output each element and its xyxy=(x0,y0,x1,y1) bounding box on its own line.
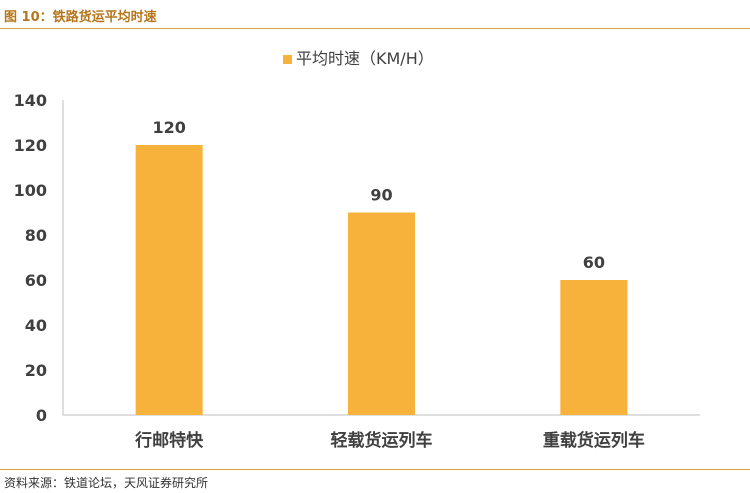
bar xyxy=(135,145,203,415)
bottom-divider xyxy=(0,469,750,470)
y-tick-label: 120 xyxy=(14,136,47,155)
bar-chart: 平均时速（KM/H） 0 20 40 60 80 100 120 140 行邮特快 轻载货运列车… xyxy=(14,49,700,451)
data-labels: 120 90 60 xyxy=(152,118,605,272)
x-axis: 行邮特快 轻载货运列车 重载货运列车 xyxy=(63,414,700,451)
bar-value-label: 90 xyxy=(370,186,392,205)
source-note: 资料来源：铁道论坛，天风证券研究所 xyxy=(4,476,209,490)
y-tick-label: 20 xyxy=(25,361,47,380)
figure-title: 图 10：铁路货运平均时速 xyxy=(4,10,157,25)
top-divider xyxy=(0,28,750,29)
y-tick-label: 40 xyxy=(25,316,47,335)
x-tick-label: 轻载货运列车 xyxy=(331,430,433,451)
y-tick-label: 140 xyxy=(14,91,47,110)
bar xyxy=(348,212,415,415)
bar-value-label: 120 xyxy=(152,118,185,137)
legend-label: 平均时速（KM/H） xyxy=(296,49,434,68)
y-tick-label: 100 xyxy=(14,181,47,200)
y-axis: 0 20 40 60 80 100 120 140 xyxy=(14,91,64,425)
y-tick-label: 0 xyxy=(36,406,47,425)
legend: 平均时速（KM/H） xyxy=(283,49,434,68)
bar-value-label: 60 xyxy=(583,253,605,272)
y-tick-label: 80 xyxy=(25,226,47,245)
legend-swatch xyxy=(283,55,292,64)
y-tick-label: 60 xyxy=(25,271,47,290)
bar xyxy=(560,280,628,415)
bars xyxy=(135,145,628,415)
x-tick-label: 行邮特快 xyxy=(134,430,204,451)
x-tick-label: 重载货运列车 xyxy=(543,430,645,451)
